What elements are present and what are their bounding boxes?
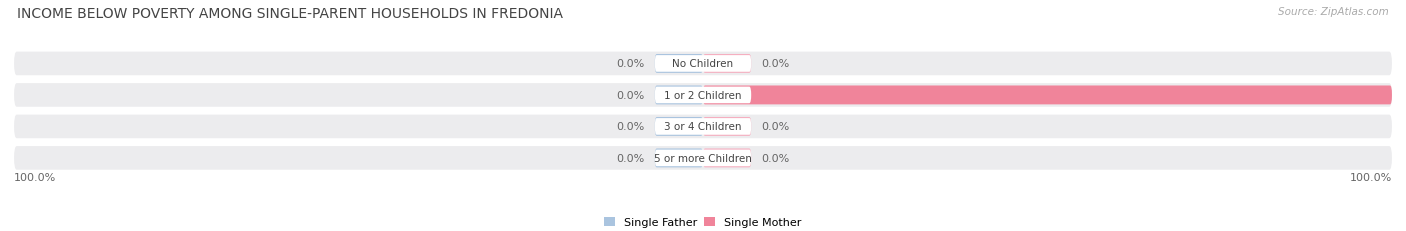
- Text: 0.0%: 0.0%: [616, 59, 644, 69]
- FancyBboxPatch shape: [655, 87, 751, 104]
- Legend: Single Father, Single Mother: Single Father, Single Mother: [605, 217, 801, 227]
- FancyBboxPatch shape: [14, 115, 1392, 139]
- Text: INCOME BELOW POVERTY AMONG SINGLE-PARENT HOUSEHOLDS IN FREDONIA: INCOME BELOW POVERTY AMONG SINGLE-PARENT…: [17, 7, 562, 21]
- FancyBboxPatch shape: [703, 118, 751, 136]
- FancyBboxPatch shape: [14, 84, 1392, 107]
- Text: 100.0%: 100.0%: [14, 172, 56, 182]
- Text: 100.0%: 100.0%: [1350, 172, 1392, 182]
- FancyBboxPatch shape: [655, 86, 703, 105]
- FancyBboxPatch shape: [14, 52, 1392, 76]
- FancyBboxPatch shape: [14, 146, 1392, 170]
- FancyBboxPatch shape: [655, 56, 751, 73]
- Text: 5 or more Children: 5 or more Children: [654, 153, 752, 163]
- Text: 3 or 4 Children: 3 or 4 Children: [664, 122, 742, 132]
- Text: Source: ZipAtlas.com: Source: ZipAtlas.com: [1278, 7, 1389, 17]
- FancyBboxPatch shape: [703, 55, 751, 73]
- Text: 0.0%: 0.0%: [762, 153, 790, 163]
- FancyBboxPatch shape: [655, 119, 751, 135]
- Text: 0.0%: 0.0%: [616, 122, 644, 132]
- Text: 0.0%: 0.0%: [616, 91, 644, 100]
- Text: 1 or 2 Children: 1 or 2 Children: [664, 91, 742, 100]
- FancyBboxPatch shape: [655, 149, 703, 168]
- FancyBboxPatch shape: [655, 150, 751, 167]
- FancyBboxPatch shape: [703, 149, 751, 168]
- Text: 0.0%: 0.0%: [762, 59, 790, 69]
- Text: 0.0%: 0.0%: [762, 122, 790, 132]
- Text: 0.0%: 0.0%: [616, 153, 644, 163]
- FancyBboxPatch shape: [703, 86, 1392, 105]
- Text: No Children: No Children: [672, 59, 734, 69]
- FancyBboxPatch shape: [655, 118, 703, 136]
- FancyBboxPatch shape: [655, 55, 703, 73]
- Text: 100.0%: 100.0%: [1402, 91, 1406, 100]
